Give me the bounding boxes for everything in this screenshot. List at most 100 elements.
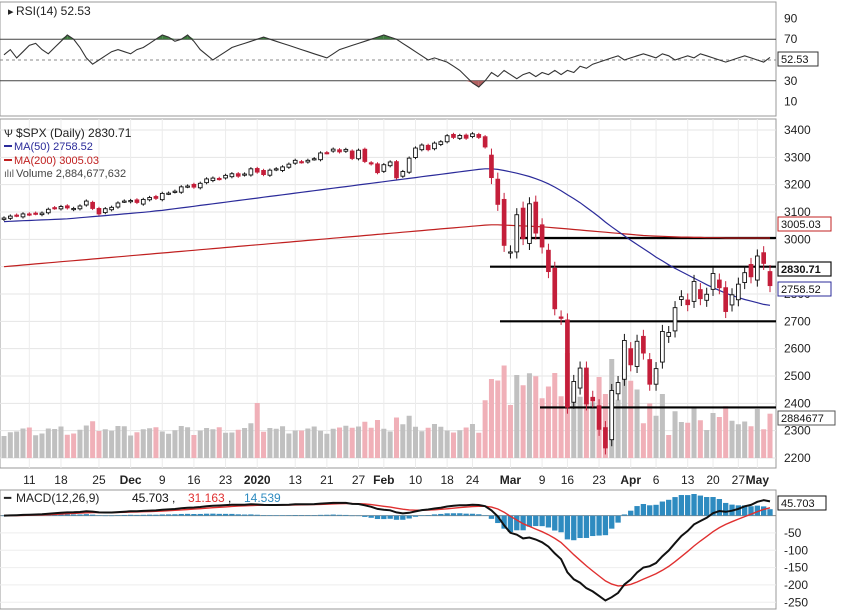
candle-body	[520, 207, 526, 239]
x-axis-label: 16	[187, 473, 201, 487]
volume-bar	[147, 428, 153, 458]
macd-badge-value: 45.703	[781, 498, 815, 510]
rsi-tick-label: 10	[784, 95, 798, 109]
macd-histogram-bar	[159, 514, 165, 516]
candle-body	[476, 134, 482, 138]
price-tick-label: 2400	[784, 396, 811, 410]
candlesticks	[1, 132, 773, 455]
candle-body	[45, 208, 51, 214]
price-tick-label: 2200	[784, 451, 811, 465]
volume-bar	[71, 433, 77, 458]
volume-bar	[482, 400, 488, 458]
macd-histogram-bar	[425, 515, 431, 516]
candle-body	[432, 142, 437, 150]
candle-body	[723, 287, 729, 312]
candle-body	[273, 168, 279, 171]
volume-bar	[577, 396, 583, 458]
macd-axis-ticks: -50 -100 -150 -200 -250	[784, 526, 808, 609]
macd-histogram-bar	[267, 515, 273, 516]
volume-bar	[273, 428, 279, 458]
price-panel: 3400330032003100300029002800270026002500…	[0, 118, 836, 487]
macd-hist-value: 14.539	[244, 491, 281, 505]
macd-histogram-bar	[279, 515, 286, 516]
macd-histogram-bar	[406, 515, 412, 519]
volume-bar	[590, 402, 596, 458]
x-axis-label: 16	[561, 473, 575, 487]
price-tick-label: 2500	[784, 369, 811, 383]
macd-histogram-bar	[343, 514, 349, 516]
volume-bar	[197, 430, 203, 458]
volume-bar	[444, 430, 450, 458]
macd-histogram-bar	[735, 505, 742, 516]
macd-histogram-bar	[564, 515, 571, 540]
x-axis-label: 9	[539, 473, 546, 487]
candle-body	[286, 163, 292, 168]
macd-signal-value: 31.163	[188, 491, 225, 505]
macd-histogram-bar	[767, 509, 773, 516]
candle-body	[39, 212, 45, 216]
macd-histogram-bar	[615, 515, 621, 523]
volume-bar	[254, 403, 260, 458]
volume-bar	[261, 431, 267, 458]
candle-body	[761, 252, 767, 264]
candle-body	[755, 255, 760, 281]
volume-bar	[159, 431, 165, 458]
volume-bar	[362, 421, 368, 458]
x-axis-label: 23	[219, 473, 233, 487]
volume-bar	[647, 403, 653, 458]
volume-bar	[83, 425, 89, 458]
candle-body	[571, 381, 577, 403]
candle-body	[204, 178, 209, 184]
volume-bar	[64, 434, 70, 458]
volume-bar	[520, 385, 526, 458]
candle-body	[267, 169, 273, 176]
candle-body	[58, 206, 64, 210]
macd-histogram-bar	[488, 515, 495, 519]
volume-bar	[374, 420, 381, 458]
candle-body	[736, 283, 741, 301]
macd-histogram-bar	[197, 513, 203, 516]
ma50-line	[3, 168, 771, 306]
macd-histogram-bar	[710, 497, 716, 516]
macd-tick-label: -150	[784, 561, 808, 575]
macd-tick-label: -200	[784, 578, 808, 592]
volume-bar	[438, 426, 444, 458]
macd-legend: ━ MACD(12,26,9) 45.703 , 31.163 , 14.539	[3, 491, 281, 505]
volume-bar	[45, 428, 51, 458]
macd-histogram-bar	[393, 515, 400, 520]
candle-body	[609, 390, 615, 441]
volume-bar	[337, 427, 343, 458]
macd-histogram-bar	[476, 514, 482, 516]
volume-bar	[14, 431, 20, 458]
candle-body	[660, 330, 665, 363]
candle-body	[527, 203, 532, 244]
macd-histogram-bar	[647, 505, 653, 516]
candle-body	[324, 152, 330, 155]
macd-histogram-bar	[716, 499, 723, 516]
candle-body	[172, 190, 178, 193]
volume-bar	[128, 435, 134, 458]
x-axis-label: 25	[92, 473, 106, 487]
macd-histogram-bar	[704, 497, 710, 516]
macd-histogram-bar	[362, 515, 368, 517]
candle-body	[375, 163, 380, 174]
volume-bar	[223, 432, 229, 458]
candle-body	[482, 136, 488, 148]
macd-histogram-bar	[374, 515, 381, 520]
macd-histogram-bar	[691, 493, 697, 516]
macd-histogram-bar	[254, 514, 260, 516]
macd-histogram-bar	[172, 514, 178, 516]
volume-bar	[134, 432, 140, 458]
volume-bar	[672, 411, 678, 458]
macd-histogram-bar	[292, 515, 298, 516]
macd-histogram-bar	[438, 513, 444, 516]
x-axis-label: 13	[681, 473, 695, 487]
volume-bar	[419, 431, 425, 458]
volume-bar	[412, 426, 418, 458]
macd-histogram-bar	[260, 515, 267, 516]
candle-body	[381, 164, 387, 172]
volume-bar	[507, 405, 513, 458]
macd-histogram-bar	[191, 514, 197, 516]
macd-dash-icon: ━	[3, 491, 12, 505]
price-axis-ticks: 3400330032003100300029002800270026002500…	[784, 123, 811, 465]
